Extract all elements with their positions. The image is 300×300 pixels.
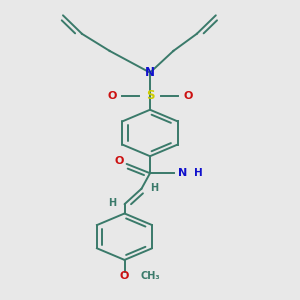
Text: CH₃: CH₃ [141,271,160,281]
Text: O: O [107,91,116,101]
Text: O: O [120,271,129,281]
Text: H: H [194,168,202,178]
Text: O: O [184,91,193,101]
Text: S: S [146,89,154,102]
Text: O: O [114,157,124,166]
Text: H: H [109,198,117,208]
Text: H: H [150,183,158,193]
Text: N: N [178,168,188,178]
Text: N: N [145,66,155,79]
